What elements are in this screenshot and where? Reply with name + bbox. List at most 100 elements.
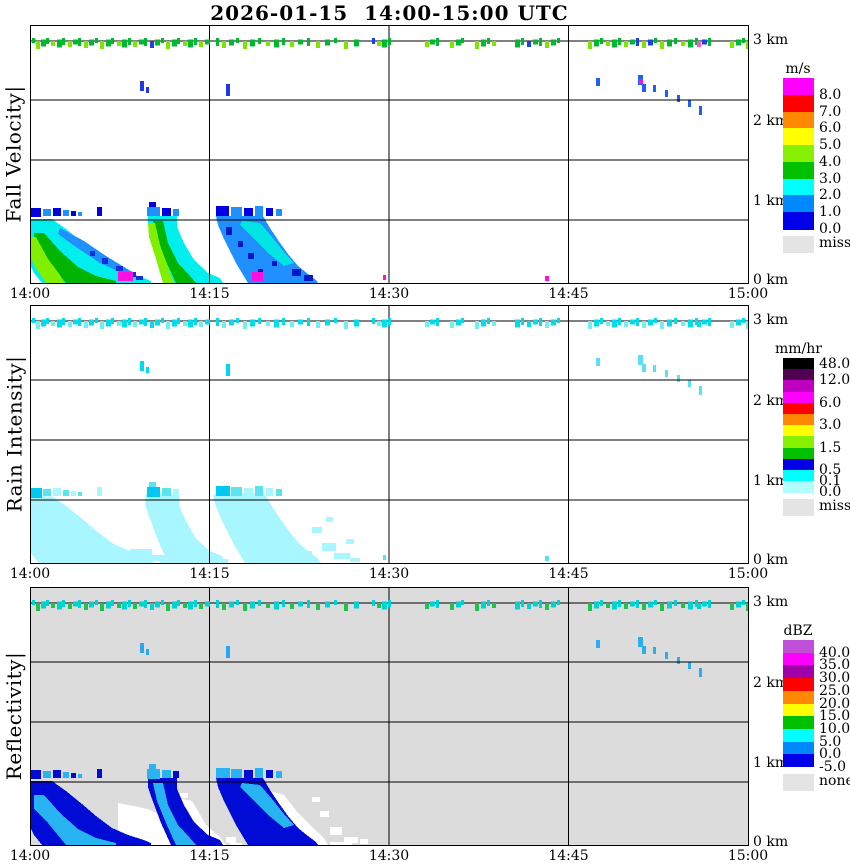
- axis-label-text-reflectivity: Reflectivity|: [2, 651, 26, 781]
- cloud-level-tick: [551, 319, 556, 326]
- echo-top-band: [255, 206, 263, 216]
- cloud-level-tick: [46, 318, 49, 324]
- cloud-level-tick: [32, 600, 35, 605]
- cloud-level-tick: [688, 601, 693, 610]
- time-label: 15:00: [727, 848, 769, 864]
- cloud-level-tick: [78, 318, 81, 326]
- echo-virga-speck: [699, 386, 702, 395]
- cloud-level-tick: [122, 601, 127, 610]
- echo-speck: [226, 227, 232, 235]
- cloud-level-tick: [95, 600, 98, 605]
- cloud-level-tick: [36, 41, 40, 49]
- cloud-level-tick: [32, 318, 35, 323]
- legend-block: [783, 94, 814, 113]
- cloud-level-tick: [307, 318, 310, 326]
- cloud-level-tick: [282, 38, 285, 45]
- height-label: 3 km: [753, 594, 789, 610]
- echo-virga-speck: [677, 375, 680, 382]
- echo-virga-speck: [665, 370, 668, 377]
- plot-svg-rain-intensity: [30, 305, 749, 564]
- echo-max-velocity-spot: [252, 272, 263, 281]
- cloud-level-tick: [377, 603, 381, 608]
- cloud-level-tick: [461, 318, 464, 323]
- echo-speck: [258, 269, 263, 274]
- cloud-level-tick: [702, 319, 707, 325]
- cloud-level-tick: [382, 601, 387, 610]
- echo-top-band: [30, 208, 41, 217]
- echo-streak-overlay: [58, 228, 136, 275]
- cloud-level-tick: [436, 38, 439, 46]
- cloud-level-tick: [316, 41, 320, 48]
- cloud-level-tick: [521, 318, 524, 325]
- cloud-level-tick: [334, 38, 337, 43]
- echo-top-band: [97, 769, 102, 778]
- cloud-level-tick: [606, 41, 610, 46]
- cloud-level-tick: [229, 319, 234, 326]
- cloud-level-tick: [695, 38, 698, 45]
- cloud-level-tick: [588, 603, 592, 611]
- cloud-level-tick: [100, 603, 104, 611]
- echo-top-band: [255, 768, 263, 778]
- cloud-level-tick: [139, 39, 144, 45]
- cloud-level-tick: [117, 603, 121, 608]
- cloud-level-tick: [600, 318, 603, 324]
- legend-value-label: 20.0: [819, 695, 850, 712]
- legend-value-label: 6.0: [819, 120, 842, 137]
- echo-top-band: [162, 208, 171, 216]
- echo-streak-core: [34, 795, 116, 845]
- time-label: 15:00: [727, 566, 769, 582]
- legend-missing-label: miss: [819, 498, 850, 515]
- cloud-level-tick: [354, 39, 359, 47]
- cloud-level-tick: [62, 38, 65, 45]
- plot-border: [30, 587, 749, 846]
- legend-value-label: 25.0: [819, 682, 850, 699]
- legend-value-label: 10.0: [819, 720, 850, 737]
- echo-virga-speck: [642, 364, 646, 372]
- cloud-level-tick: [695, 318, 698, 325]
- cloud-level-tick: [188, 319, 193, 328]
- cloud-level-tick: [36, 321, 40, 329]
- echo-white-speck: [320, 811, 329, 817]
- legend-value-label: 5.0: [819, 733, 842, 750]
- legend-value-label: 5.0: [819, 137, 842, 154]
- echo-streak-scatter: [130, 549, 152, 557]
- legend-title-rain-intensity: mm/hr: [775, 341, 822, 357]
- height-label: 1 km: [753, 193, 789, 209]
- cloud-level-tick: [166, 41, 170, 49]
- legend-block: [783, 195, 814, 213]
- cloud-level-tick: [89, 319, 94, 326]
- cloud-level-tick: [618, 600, 621, 607]
- cloud-level-tick: [177, 318, 180, 324]
- cloud-level-tick: [298, 319, 303, 325]
- cloud-level-tick: [46, 38, 49, 44]
- time-label: 14:15: [189, 566, 230, 582]
- cloud-level-tick: [606, 321, 610, 326]
- cloud-level-tick: [612, 39, 617, 48]
- cloud-level-tick: [166, 603, 170, 611]
- legend-value-label: 48.0: [819, 356, 850, 373]
- cloud-level-tick: [372, 318, 375, 324]
- cloud-level-tick: [636, 318, 639, 326]
- time-label: 14:30: [368, 286, 410, 302]
- cloud-level-tick: [354, 319, 359, 327]
- echo-top-band: [53, 208, 61, 216]
- cloud-level-tick: [521, 600, 524, 607]
- legend-value-label: 12.0: [819, 372, 850, 389]
- echo-virga-speck: [688, 662, 691, 669]
- echo-top-band: [97, 487, 102, 496]
- echo-top-band: [266, 208, 273, 216]
- echo-top-band: [266, 488, 273, 496]
- cloud-level-tick: [746, 41, 749, 49]
- height-label: 0 km: [753, 272, 789, 288]
- echo-white-speck: [312, 797, 320, 802]
- axis-label-reflectivity: Reflectivity|: [0, 587, 28, 845]
- cloud-level-tick: [702, 39, 707, 45]
- legend-block: [783, 470, 814, 482]
- cloud-level-tick: [122, 39, 127, 48]
- echo-streak-scatter: [312, 527, 322, 533]
- cloud-level-tick: [51, 321, 55, 326]
- cloud-level-tick: [557, 318, 560, 323]
- echo-speck: [102, 258, 108, 264]
- legend-block: [783, 652, 814, 666]
- legend-missing-block: [783, 236, 814, 254]
